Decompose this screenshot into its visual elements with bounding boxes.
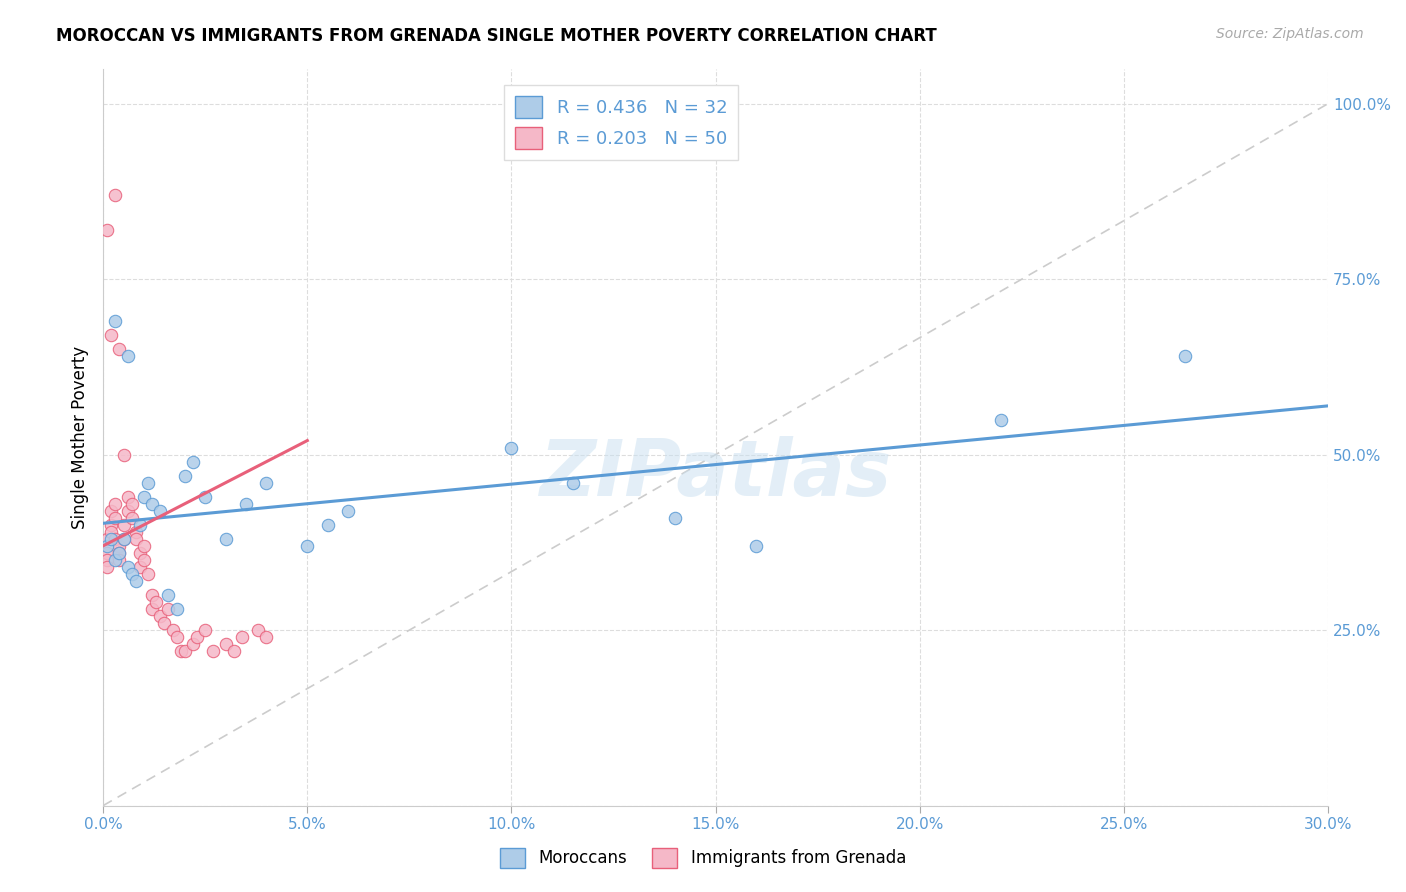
Point [100,328,122,343]
Point [136,566,159,581]
Point [153,616,176,631]
Point [96,539,118,553]
Point [316,517,339,532]
Point [297,539,319,553]
Point [96,546,118,560]
Point [235,497,257,511]
Point [112,517,135,532]
Point [664,510,686,524]
Point [132,539,155,553]
Point [108,343,131,357]
Point [132,490,155,504]
Point [561,475,583,490]
Point [117,504,139,518]
Point [108,553,131,567]
Point [1174,349,1197,363]
Point [128,546,150,560]
Point [194,623,217,637]
Point [96,560,118,574]
Point [162,623,184,637]
Point [108,546,131,560]
Point [501,441,523,455]
Point [214,637,236,651]
Point [214,532,236,546]
Point [141,602,163,616]
Point [100,504,122,518]
Point [96,553,118,567]
Point [141,588,163,602]
Point [256,630,278,644]
Point [136,475,159,490]
Point [128,517,150,532]
Point [117,560,139,574]
Point [125,532,148,546]
Point [121,497,143,511]
Point [145,595,167,609]
Point [125,574,148,588]
Point [181,455,204,469]
Point [96,223,118,237]
Point [186,630,208,644]
Point [247,623,270,637]
Point [108,546,131,560]
Point [104,532,127,546]
Point [112,532,135,546]
Point [157,602,180,616]
Point [337,504,360,518]
Point [112,532,135,546]
Point [132,553,155,567]
Text: MOROCCAN VS IMMIGRANTS FROM GRENADA SINGLE MOTHER POVERTY CORRELATION CHART: MOROCCAN VS IMMIGRANTS FROM GRENADA SING… [56,27,936,45]
Legend: R = 0.436   N = 32, R = 0.203   N = 50: R = 0.436 N = 32, R = 0.203 N = 50 [505,85,738,160]
Point [104,187,127,202]
Point [112,448,135,462]
Point [141,497,163,511]
Point [121,510,143,524]
Point [990,412,1012,426]
Point [100,532,122,546]
Point [104,314,127,328]
Point [231,630,253,644]
Point [181,637,204,651]
Point [108,539,131,553]
Point [117,349,139,363]
Point [173,644,195,658]
Point [100,517,122,532]
Legend: Moroccans, Immigrants from Grenada: Moroccans, Immigrants from Grenada [494,841,912,875]
Point [222,644,245,658]
Point [121,566,143,581]
Point [100,524,122,539]
Point [104,510,127,524]
Point [149,504,172,518]
Point [128,560,150,574]
Point [104,553,127,567]
Text: Source: ZipAtlas.com: Source: ZipAtlas.com [1216,27,1364,41]
Point [166,602,188,616]
Point [149,609,172,624]
Point [166,630,188,644]
Point [256,475,278,490]
Y-axis label: Single Mother Poverty: Single Mother Poverty [72,345,89,529]
Point [194,490,217,504]
Point [117,490,139,504]
Point [170,644,193,658]
Point [745,539,768,553]
Point [202,644,225,658]
Point [96,532,118,546]
Point [104,497,127,511]
Point [173,468,195,483]
Text: ZIPatlas: ZIPatlas [540,436,891,512]
Point [157,588,180,602]
Point [125,524,148,539]
